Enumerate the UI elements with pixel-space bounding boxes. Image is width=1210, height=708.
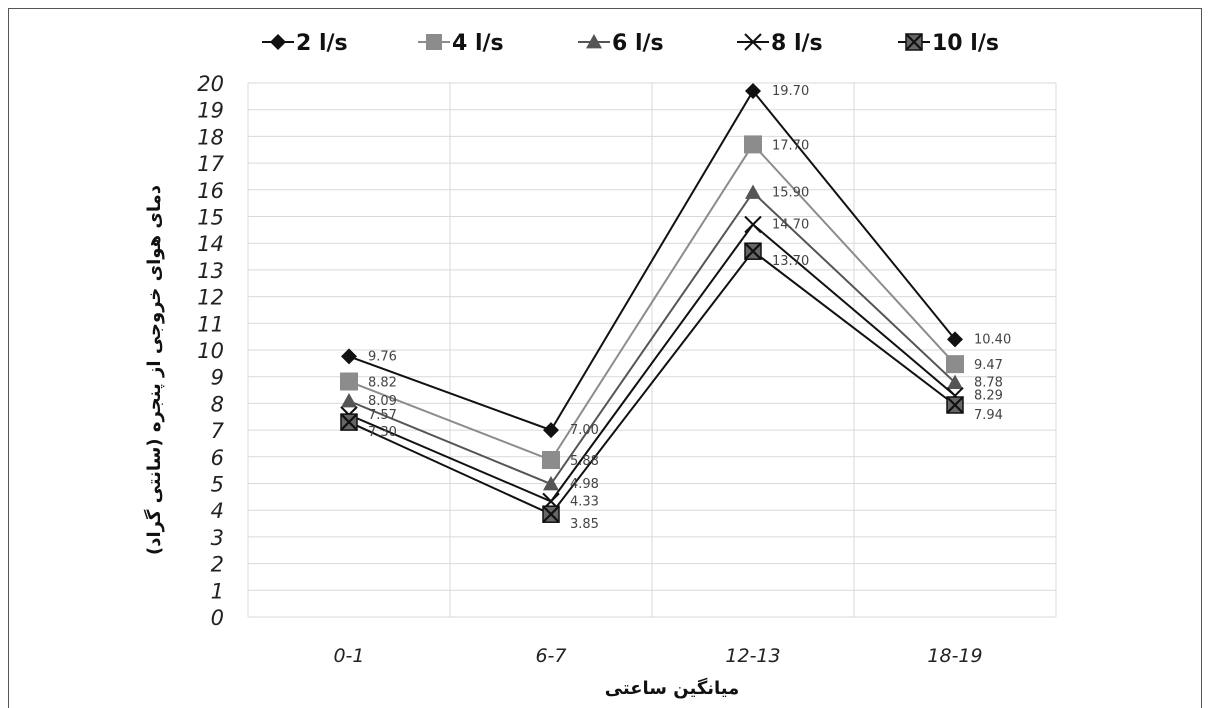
data-label: 13.70 (772, 254, 809, 269)
y-tick-label: 13 (197, 259, 224, 283)
legend-item: 2 l/s (262, 31, 348, 56)
x-axis-title: میانگین ساعتی (605, 677, 740, 699)
data-point (744, 135, 762, 154)
series-line (348, 223, 956, 503)
y-tick-label: 17 (197, 152, 224, 176)
legend-label: 4 l/s (452, 31, 504, 56)
data-point (340, 413, 358, 431)
data-label: 10.40 (974, 332, 1011, 347)
legend-item: 4 l/s (418, 31, 504, 56)
data-point (341, 348, 357, 365)
y-tick-label: 4 (211, 499, 224, 523)
series-line (348, 190, 956, 486)
legend-marker (426, 34, 442, 50)
x-tick-label: 12-13 (725, 645, 780, 667)
y-tick-label: 14 (197, 232, 224, 256)
data-label: 7.00 (570, 423, 599, 438)
data-point (341, 392, 357, 408)
legend-label: 10 l/s (932, 31, 999, 56)
y-tick-label: 0 (211, 606, 224, 630)
data-point (542, 505, 560, 523)
data-label: 7.94 (974, 408, 1003, 423)
data-label: 19.70 (772, 84, 809, 99)
data-label: 17.70 (772, 138, 809, 153)
x-tick-label: 18-19 (927, 645, 982, 667)
y-tick-label: 12 (197, 286, 224, 310)
data-label: 4.33 (570, 494, 599, 509)
y-tick-label: 2 (211, 553, 224, 577)
series-line (348, 89, 956, 432)
legend-marker (586, 34, 602, 49)
series-lines (348, 89, 956, 516)
data-point (340, 372, 358, 391)
data-point (946, 396, 964, 414)
legend: 2 l/s 4 l/s 6 l/s 8 l/s 10 l/s (262, 31, 999, 56)
data-label: 3.85 (570, 517, 599, 532)
data-point (946, 355, 964, 374)
series-markers (340, 83, 964, 523)
y-axis-title: دمای هوای خروجی از پنجره (سانتی گراد) (143, 185, 165, 555)
data-point (947, 331, 963, 348)
data-label: 9.47 (974, 358, 1003, 373)
data-label: 7.30 (368, 425, 397, 440)
legend-item: 10 l/s (898, 31, 999, 56)
data-label: 5.88 (570, 454, 599, 469)
y-tick-label: 11 (197, 312, 224, 336)
y-tick-label: 10 (197, 339, 224, 363)
legend-marker (270, 34, 286, 50)
y-tick-label: 19 (197, 99, 224, 123)
legend-item: 8 l/s (737, 31, 823, 56)
y-tick-label: 8 (211, 392, 224, 416)
data-point (745, 83, 761, 100)
legend-label: 6 l/s (612, 31, 664, 56)
data-label: 4.98 (570, 477, 599, 492)
x-tick-label: 6-7 (535, 645, 566, 667)
data-labels: 9.76 7.00 19.70 10.40 8.82 5.88 17.70 9.47 8.09 4… (368, 84, 1011, 532)
series-line (348, 249, 956, 516)
x-axis-ticks: 0-1 6-7 12-13 18-19 (333, 645, 982, 667)
data-label: 14.70 (772, 218, 809, 233)
legend-marker (744, 33, 762, 51)
data-point (947, 374, 963, 389)
data-label: 9.76 (368, 349, 397, 364)
legend-item: 6 l/s (578, 31, 664, 56)
data-label: 8.78 (974, 376, 1003, 391)
y-tick-label: 15 (197, 206, 224, 230)
data-label: 7.57 (368, 408, 397, 423)
y-tick-label: 16 (197, 179, 224, 203)
y-tick-label: 20 (197, 72, 224, 96)
legend-marker (905, 33, 923, 51)
y-tick-label: 3 (211, 526, 224, 550)
data-label: 8.82 (368, 376, 397, 391)
data-point (745, 184, 761, 199)
data-point (543, 476, 559, 491)
data-label: 8.29 (974, 389, 1003, 404)
y-tick-label: 7 (211, 419, 225, 443)
y-tick-label: 6 (211, 446, 224, 470)
data-point (543, 422, 559, 439)
data-point (744, 242, 762, 260)
series-line (348, 142, 956, 462)
y-tick-label: 1 (211, 579, 224, 603)
legend-label: 2 l/s (296, 31, 348, 56)
y-tick-label: 5 (211, 473, 224, 497)
y-tick-label: 9 (211, 366, 224, 390)
data-label: 8.09 (368, 394, 397, 409)
legend-label: 8 l/s (771, 31, 823, 56)
chart-frame (8, 8, 1202, 708)
y-tick-label: 18 (197, 125, 224, 149)
data-point (542, 451, 560, 470)
data-label: 15.90 (772, 185, 809, 200)
x-tick-label: 0-1 (333, 645, 364, 667)
data-point (744, 215, 762, 234)
